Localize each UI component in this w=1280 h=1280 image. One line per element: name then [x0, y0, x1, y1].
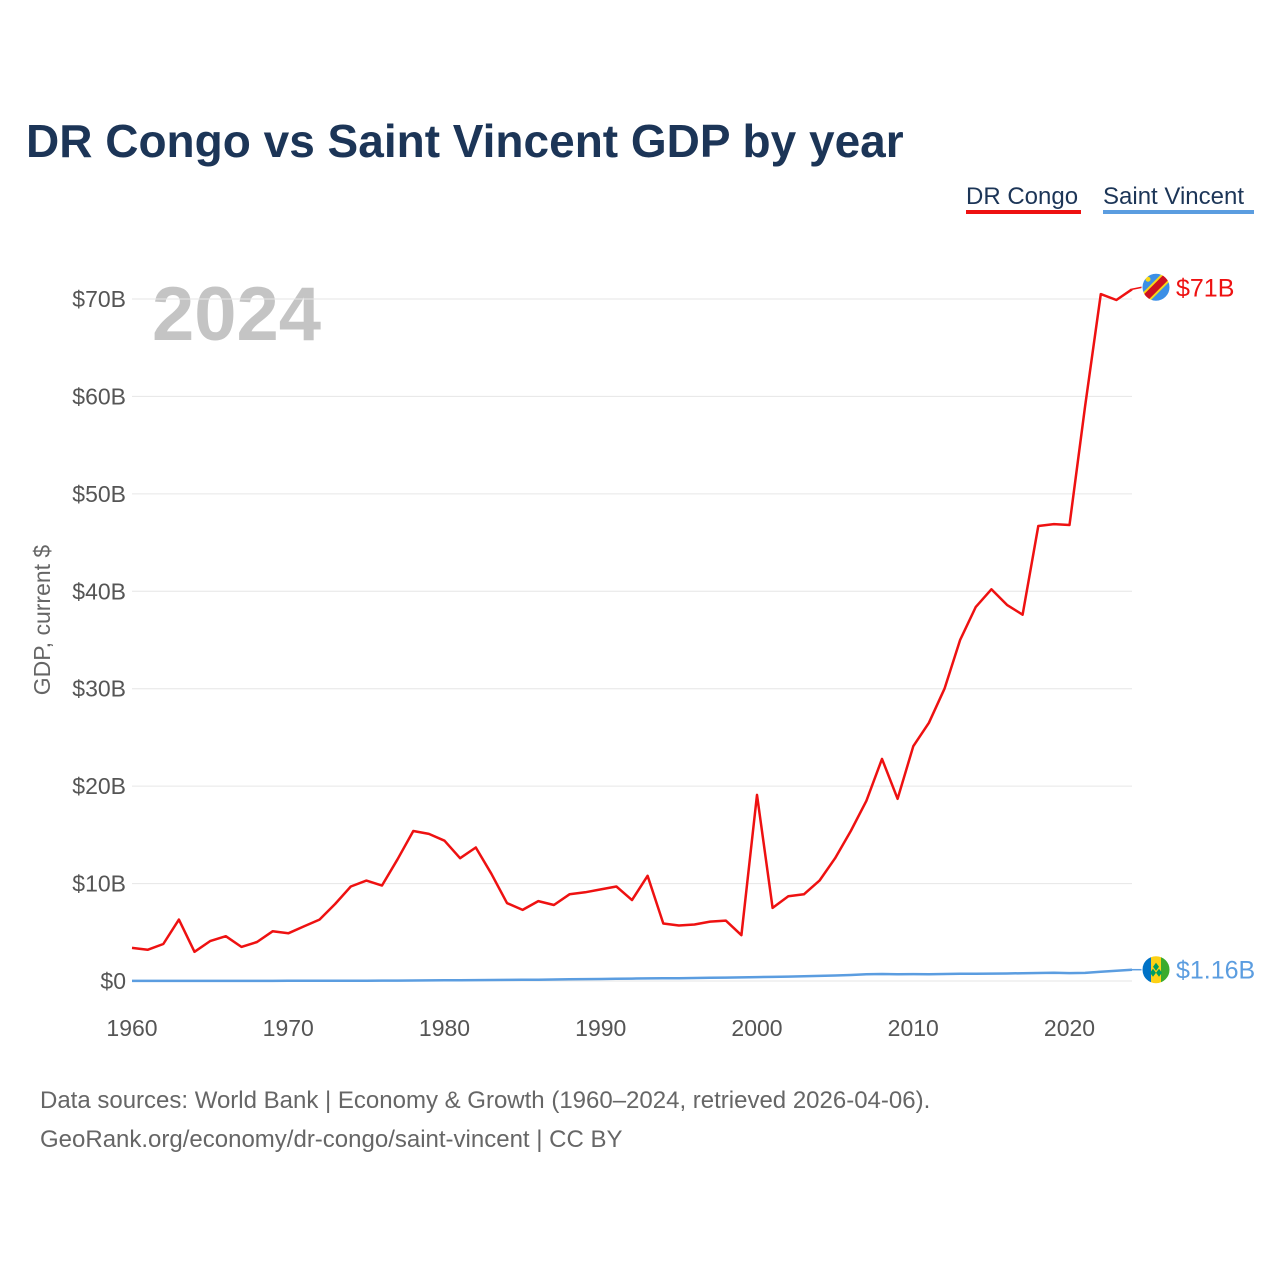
legend-swatch-saint-vincent — [1103, 210, 1254, 214]
legend-item-saint-vincent[interactable]: Saint Vincent — [1103, 183, 1254, 214]
legend-label-dr-congo: DR Congo — [966, 183, 1078, 210]
series-end-markers: $71B $1.16B — [1131, 272, 1255, 985]
end-value-label-saint-vincent: $1.16B — [1176, 957, 1255, 985]
legend-label-saint-vincent: Saint Vincent — [1103, 183, 1244, 210]
series-line-saint-vincent[interactable] — [132, 968, 1133, 983]
gridlines — [132, 298, 1132, 982]
x-tick-label: 1990 — [575, 1015, 626, 1041]
series-lines — [131, 288, 1133, 983]
y-tick-label: $10B — [72, 871, 126, 897]
x-tick-label: 1980 — [419, 1015, 470, 1041]
x-tick-label: 2000 — [731, 1015, 782, 1041]
saint-vincent-flag-icon — [1141, 955, 1171, 985]
end-value-label-dr-congo: $71B — [1176, 274, 1234, 302]
end-connector-dr-congo — [1131, 286, 1143, 290]
series-line-dr-congo[interactable] — [131, 288, 1133, 954]
legend-swatch-dr-congo — [966, 210, 1081, 214]
y-axis-label: GDP, current $ — [29, 545, 55, 696]
y-axis-ticks: $0 $10B $20B $30B $40B $50B $60B $70B — [72, 286, 126, 994]
y-tick-label: $40B — [72, 578, 126, 604]
y-tick-label: $70B — [72, 286, 126, 312]
y-tick-label: $50B — [72, 481, 126, 507]
y-tick-label: $30B — [72, 676, 126, 702]
year-watermark: 2024 — [152, 272, 321, 357]
legend: DR Congo Saint Vincent — [966, 183, 1254, 214]
chart-title: DR Congo vs Saint Vincent GDP by year — [26, 115, 904, 167]
x-tick-label: 1970 — [263, 1015, 314, 1041]
dr-congo-flag-icon — [1141, 272, 1171, 302]
y-tick-label: $60B — [72, 383, 126, 409]
x-tick-label: 1960 — [106, 1015, 157, 1041]
y-tick-label: $20B — [72, 773, 126, 799]
source-line-2[interactable]: GeoRank.org/economy/dr-congo/saint-vince… — [40, 1126, 623, 1153]
x-tick-label: 2010 — [888, 1015, 939, 1041]
x-axis-ticks: 1960 1970 1980 1990 2000 2010 2020 — [106, 1015, 1095, 1041]
source-line-1: Data sources: World Bank | Economy & Gro… — [40, 1087, 930, 1114]
x-tick-label: 2020 — [1044, 1015, 1095, 1041]
y-tick-label: $0 — [100, 968, 126, 994]
legend-item-dr-congo[interactable]: DR Congo — [966, 183, 1081, 214]
